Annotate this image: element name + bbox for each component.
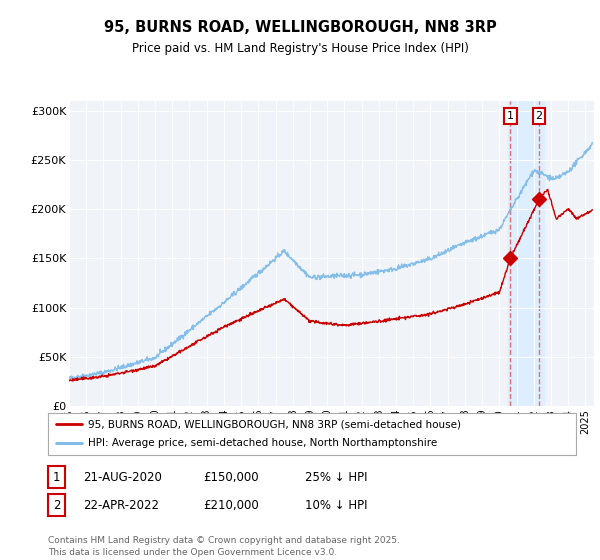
Text: 21-AUG-2020: 21-AUG-2020 (83, 470, 161, 484)
Bar (508, 101, 544, 406)
Text: 2: 2 (53, 498, 60, 512)
Text: Price paid vs. HM Land Registry's House Price Index (HPI): Price paid vs. HM Land Registry's House … (131, 42, 469, 55)
Text: 10% ↓ HPI: 10% ↓ HPI (305, 498, 367, 512)
Text: 95, BURNS ROAD, WELLINGBOROUGH, NN8 3RP (semi-detached house): 95, BURNS ROAD, WELLINGBOROUGH, NN8 3RP … (88, 419, 461, 429)
Text: 2: 2 (536, 111, 542, 121)
Text: HPI: Average price, semi-detached house, North Northamptonshire: HPI: Average price, semi-detached house,… (88, 438, 437, 449)
Text: 22-APR-2022: 22-APR-2022 (83, 498, 159, 512)
Text: Contains HM Land Registry data © Crown copyright and database right 2025.
This d: Contains HM Land Registry data © Crown c… (48, 536, 400, 557)
Text: £150,000: £150,000 (203, 470, 259, 484)
Text: £210,000: £210,000 (203, 498, 259, 512)
Text: 95, BURNS ROAD, WELLINGBOROUGH, NN8 3RP: 95, BURNS ROAD, WELLINGBOROUGH, NN8 3RP (104, 20, 496, 35)
Text: 25% ↓ HPI: 25% ↓ HPI (305, 470, 367, 484)
Text: 1: 1 (507, 111, 514, 121)
Text: 1: 1 (53, 470, 60, 484)
